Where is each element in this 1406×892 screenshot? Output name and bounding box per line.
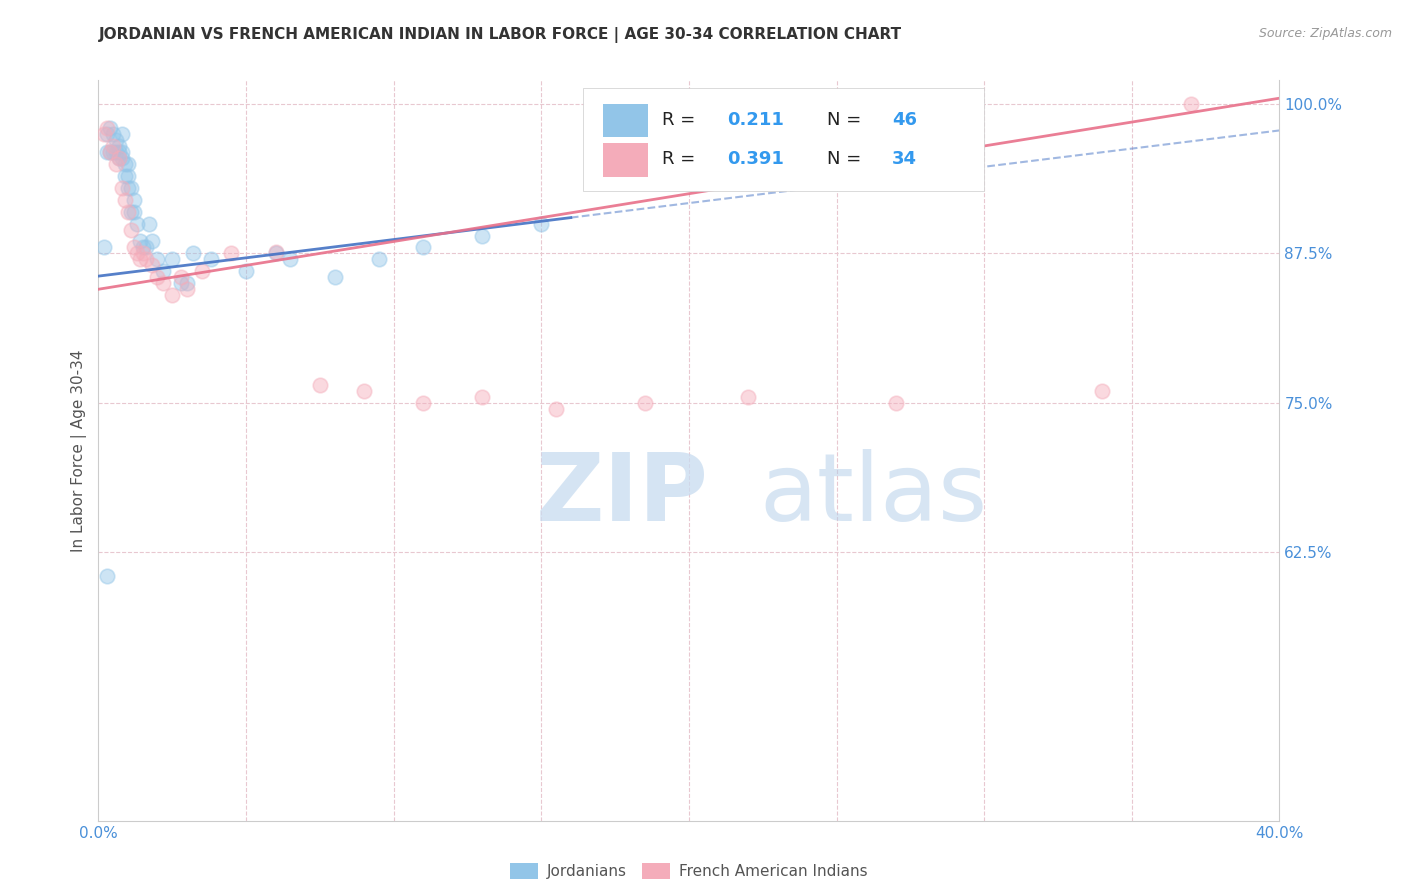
Point <box>132 240 155 254</box>
Point <box>135 240 157 254</box>
Text: ZIP: ZIP <box>536 449 709 541</box>
Point <box>530 217 553 231</box>
Point <box>105 133 128 147</box>
Point <box>114 169 136 183</box>
Point <box>111 151 134 165</box>
Point <box>96 569 118 583</box>
Point <box>309 377 332 392</box>
Point <box>191 264 214 278</box>
Point <box>138 217 160 231</box>
Point <box>162 288 183 302</box>
Point <box>412 240 434 254</box>
Text: R =: R = <box>662 151 700 169</box>
Point <box>111 180 134 194</box>
Text: 34: 34 <box>891 151 917 169</box>
Point <box>108 145 131 159</box>
Point <box>181 246 204 260</box>
Point <box>135 252 157 267</box>
Point <box>125 217 148 231</box>
Point <box>108 139 131 153</box>
Text: JORDANIAN VS FRENCH AMERICAN INDIAN IN LABOR FORCE | AGE 30-34 CORRELATION CHART: JORDANIAN VS FRENCH AMERICAN INDIAN IN L… <box>98 27 901 43</box>
Point <box>200 252 222 267</box>
Point <box>353 384 375 398</box>
Point <box>219 246 242 260</box>
Point <box>278 252 302 267</box>
FancyBboxPatch shape <box>582 87 984 192</box>
Point <box>141 235 163 249</box>
Point <box>162 252 183 267</box>
Y-axis label: In Labor Force | Age 30-34: In Labor Force | Age 30-34 <box>70 349 87 552</box>
Point <box>737 390 759 404</box>
Point <box>152 277 174 291</box>
Text: Source: ZipAtlas.com: Source: ZipAtlas.com <box>1258 27 1392 40</box>
Point <box>114 193 136 207</box>
Legend: Jordanians, French American Indians: Jordanians, French American Indians <box>503 855 875 887</box>
Point <box>120 180 142 194</box>
Text: N =: N = <box>827 151 868 169</box>
Point <box>170 277 193 291</box>
Point <box>103 139 125 153</box>
Point <box>884 395 907 409</box>
Point <box>93 127 115 141</box>
Point <box>117 180 139 194</box>
Point <box>114 157 136 171</box>
Text: 46: 46 <box>891 111 917 128</box>
Point <box>93 240 115 254</box>
Text: 0.391: 0.391 <box>727 151 783 169</box>
Point <box>141 259 163 273</box>
Point <box>98 145 121 159</box>
Text: 0.211: 0.211 <box>727 111 783 128</box>
Point <box>633 395 655 409</box>
Point <box>105 157 128 171</box>
Text: atlas: atlas <box>759 449 988 541</box>
Point <box>146 270 169 285</box>
Point <box>412 395 434 409</box>
Point <box>128 252 150 267</box>
FancyBboxPatch shape <box>603 104 648 137</box>
Point <box>98 145 121 159</box>
Point <box>176 277 198 291</box>
Point <box>120 204 142 219</box>
Point <box>264 245 287 260</box>
Point <box>96 145 118 159</box>
Point <box>546 401 568 416</box>
Point <box>111 145 134 159</box>
Point <box>117 169 139 183</box>
Point <box>170 270 193 285</box>
Point <box>117 204 139 219</box>
Point <box>96 127 118 141</box>
Point <box>117 157 139 171</box>
Point <box>132 246 155 260</box>
Point <box>176 282 198 296</box>
Point <box>96 121 118 136</box>
Point <box>471 228 494 243</box>
Point <box>111 127 134 141</box>
Point <box>152 264 174 278</box>
Point <box>125 246 148 260</box>
Text: N =: N = <box>827 111 868 128</box>
Point <box>323 270 346 285</box>
Point <box>108 151 131 165</box>
FancyBboxPatch shape <box>603 144 648 177</box>
Point <box>471 390 494 404</box>
Point <box>108 151 131 165</box>
Point <box>105 145 128 159</box>
Point <box>146 252 169 267</box>
Point <box>122 240 145 254</box>
Point <box>122 204 145 219</box>
Text: R =: R = <box>662 111 700 128</box>
Point <box>1180 97 1202 112</box>
Point <box>103 145 125 159</box>
Point <box>128 235 150 249</box>
Point <box>1091 384 1114 398</box>
Point <box>120 222 142 236</box>
Point <box>235 264 257 278</box>
Point <box>98 121 121 136</box>
Point <box>264 246 287 260</box>
Point <box>122 193 145 207</box>
Point <box>368 252 391 267</box>
Point <box>103 127 125 141</box>
